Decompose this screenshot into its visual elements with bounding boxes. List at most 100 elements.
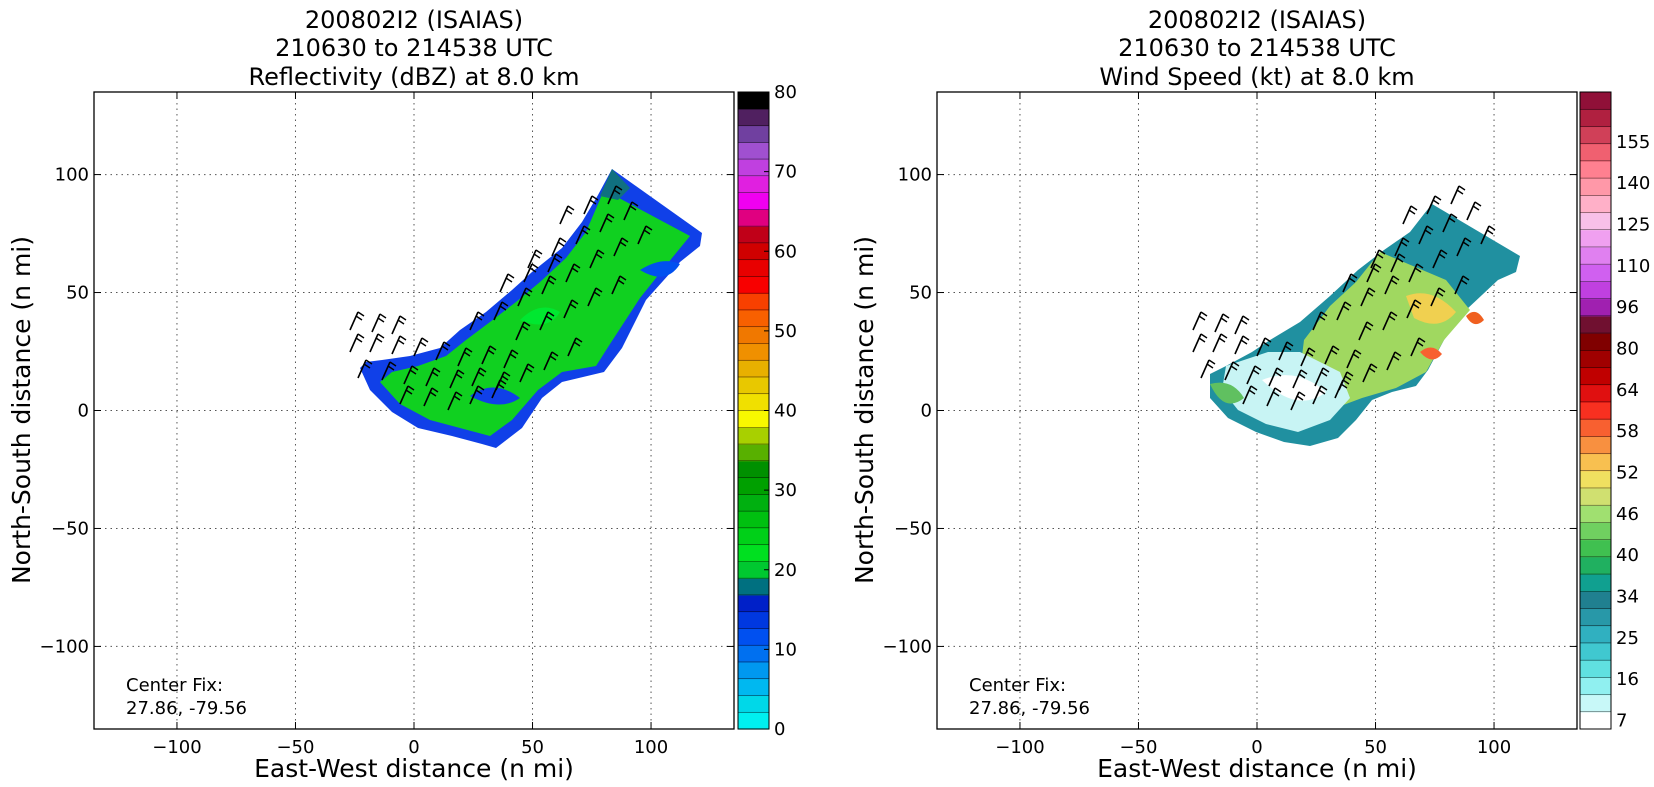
colorbar-tick-label: 50 bbox=[774, 321, 797, 342]
wind-barb-flag bbox=[1248, 389, 1256, 395]
colorbar-tick-label: 10 bbox=[774, 639, 797, 660]
wind-barb-flag bbox=[521, 325, 529, 331]
colorbar-band bbox=[1580, 694, 1611, 713]
wind-barb-flag bbox=[525, 287, 533, 293]
wind-barb-flag bbox=[1286, 341, 1294, 347]
x-axis-label: East-West distance (n mi) bbox=[1097, 754, 1417, 783]
colorbar-band bbox=[738, 712, 769, 730]
wind-barb-flag bbox=[499, 305, 507, 311]
wind-barb-flag bbox=[557, 241, 565, 247]
wind-barb-flag bbox=[1474, 201, 1482, 207]
wind-barb-flag bbox=[1438, 253, 1446, 259]
wind-barb-shaft bbox=[1200, 359, 1210, 379]
wind-barb-shaft bbox=[547, 253, 557, 273]
wind-barb-flag bbox=[549, 275, 557, 281]
wind-barb-flag bbox=[453, 395, 461, 401]
wind-barb-shaft bbox=[565, 263, 575, 283]
wind-barb-flag bbox=[1374, 263, 1382, 269]
axis-ticks: −100 −50 0 50 100 −100 −50 0 50 100 bbox=[883, 92, 1577, 758]
wind-barb-flag bbox=[621, 237, 629, 243]
colorbar-band bbox=[738, 293, 769, 311]
wind-barb-flag bbox=[431, 371, 439, 377]
wind-speed-field bbox=[1192, 185, 1520, 446]
colorbar-band bbox=[1580, 178, 1611, 196]
wind-barb-flag bbox=[1364, 325, 1372, 331]
wind-barb-flag bbox=[1330, 349, 1338, 355]
wind-barb-flag bbox=[455, 391, 463, 397]
wind-barb-flag bbox=[1320, 371, 1328, 377]
wind-barb-flag bbox=[605, 217, 613, 223]
center-fix-value: 27.86, -79.56 bbox=[126, 698, 247, 719]
colorbar-band bbox=[738, 611, 769, 630]
wind-barb-flag bbox=[421, 337, 429, 343]
colorbar-band bbox=[738, 578, 769, 596]
wind-barb-shaft bbox=[423, 387, 433, 407]
colorbar-band bbox=[738, 427, 769, 445]
colorbar-band bbox=[738, 477, 769, 495]
wind-barb-flag bbox=[477, 371, 485, 377]
wind-barb-flag bbox=[1198, 315, 1206, 321]
wind-barb-flag bbox=[1464, 237, 1472, 243]
wind-barb-flag bbox=[1434, 195, 1442, 201]
wind-barb-flag bbox=[1388, 315, 1396, 321]
wind-barb-shaft bbox=[1324, 345, 1334, 365]
wind-barbs bbox=[349, 185, 653, 411]
wind-barb-flag bbox=[1318, 389, 1326, 395]
wind-barb-flag bbox=[409, 369, 417, 375]
wind-barb-flag bbox=[479, 367, 487, 373]
wind-barb-shaft bbox=[1234, 315, 1244, 335]
wind-barb-flag bbox=[591, 195, 599, 201]
colorbar-band bbox=[1580, 505, 1611, 524]
chart-title-line-3: Wind Speed (kt) at 8.0 km bbox=[1099, 63, 1414, 91]
wind-barb-shaft bbox=[575, 225, 585, 245]
colorbar-band bbox=[1580, 264, 1611, 282]
wind-barb-flag bbox=[1368, 287, 1376, 293]
wind-barb-flag bbox=[407, 385, 415, 391]
wind-barb-flag bbox=[1366, 291, 1374, 297]
wind-barb-shaft bbox=[469, 385, 479, 405]
wind-barb-flag bbox=[399, 315, 407, 321]
colorbar-band bbox=[1580, 660, 1611, 678]
wind-barb-shaft bbox=[1394, 237, 1404, 257]
colorbar-band bbox=[738, 410, 769, 428]
plot-area: −100 −50 0 50 100 −100 −50 0 50 100 bbox=[40, 91, 735, 758]
wind-barb-flag bbox=[1456, 189, 1464, 195]
wind-barb-flag bbox=[1240, 339, 1248, 345]
wind-barb-shaft bbox=[357, 359, 367, 379]
colorbar-band bbox=[738, 309, 769, 328]
wind-barb-shaft bbox=[1334, 379, 1344, 399]
x-tick-label: 0 bbox=[408, 737, 419, 758]
wind-barb-shaft bbox=[1192, 333, 1202, 353]
wind-barb-flag bbox=[593, 291, 601, 297]
wind-barb-flag bbox=[1306, 351, 1314, 357]
colorbar-band bbox=[738, 628, 769, 646]
wind-barb-shaft bbox=[623, 201, 633, 221]
x-tick-label: 0 bbox=[1251, 737, 1262, 758]
wind-barb-flag bbox=[441, 345, 449, 351]
wind-barb-flag bbox=[573, 263, 581, 269]
wind-barb-shaft bbox=[391, 315, 401, 335]
colorbar-band bbox=[738, 159, 769, 177]
colorbar-band bbox=[738, 661, 769, 680]
wind-barb-flag bbox=[1348, 277, 1356, 283]
wind-barb-flag bbox=[1486, 229, 1494, 235]
wind-barb-flag bbox=[571, 299, 579, 305]
y-tick-label: 50 bbox=[66, 283, 89, 304]
wind-barb-shaft bbox=[1432, 249, 1442, 269]
y-tick-label: 100 bbox=[898, 165, 932, 186]
wind-barb-shaft bbox=[515, 321, 525, 341]
wind-barb-flag bbox=[379, 313, 387, 319]
wind-barb-flag bbox=[1372, 267, 1380, 273]
wind-barb-flag bbox=[1378, 249, 1386, 255]
wind-barb-shaft bbox=[1366, 263, 1376, 283]
wind-barb-shaft bbox=[1450, 185, 1460, 205]
wind-strong-region bbox=[1300, 252, 1470, 410]
colorbar-band bbox=[1580, 436, 1611, 455]
wind-barb-shaft bbox=[1430, 287, 1440, 307]
wind-barb-flag bbox=[357, 311, 365, 317]
wind-barb-flag bbox=[607, 213, 615, 219]
colorbar-tick-label: 155 bbox=[1616, 132, 1650, 153]
x-tick-label: −50 bbox=[1119, 737, 1157, 758]
wind-barb-flag bbox=[503, 371, 511, 377]
wind-barb-shaft bbox=[1212, 333, 1222, 353]
